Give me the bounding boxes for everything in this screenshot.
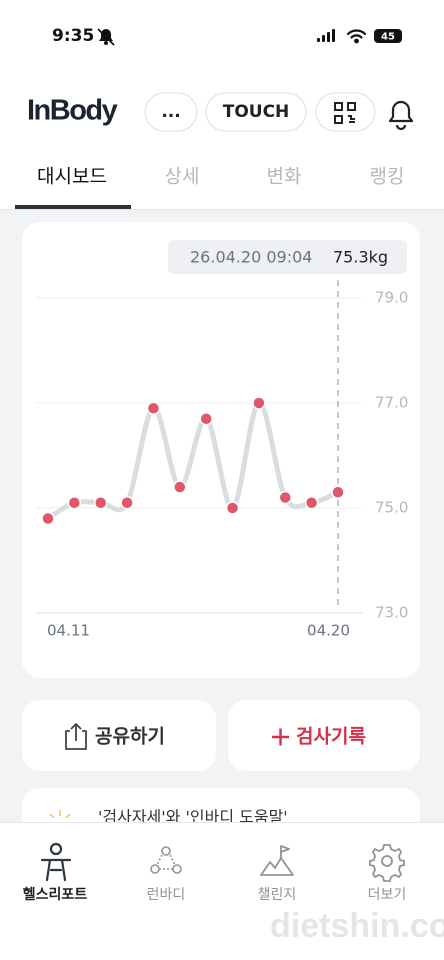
share-label: 공유하기 [95,726,165,748]
challenge-icon [260,845,294,876]
y-tick-label: 79.0 [375,289,408,307]
tab[interactable]: 상세 [165,166,200,188]
watermark: dietshin.com [270,907,444,945]
nav-label[interactable]: 헬스리포트 [23,886,88,903]
more-button[interactable] [144,92,198,132]
tooltip-value: 75.3kg [333,248,388,267]
signal-icon [317,29,335,42]
data-point [331,485,345,499]
data-point [173,480,187,494]
mute-icon [97,28,115,46]
y-tick-label: 77.0 [375,394,408,412]
tooltip-date: 26.04.20 09:04 [190,248,312,267]
y-tick-label: 73.0 [375,604,408,622]
data-point [225,501,240,515]
more-icon [369,844,405,882]
touch-button[interactable] [205,92,307,132]
wifi-icon [346,29,367,44]
qr-icon [334,102,356,124]
data-point [93,496,108,510]
nav-label[interactable]: 챌린지 [258,887,297,903]
tip-text: '검사자세'와 '인바디 도움말' [98,808,288,827]
data-point [199,412,213,426]
tooltip [168,240,407,274]
tab[interactable]: 랭킹 [370,166,405,188]
health-report-icon [40,842,72,882]
qr-button[interactable] [315,92,376,132]
record-label: 검사기록 [296,726,366,748]
x-tick-label: 04.20 [307,622,350,640]
logo: InBody [27,95,118,127]
data-point [252,396,266,410]
touch-button-label: TOUCH [223,102,290,122]
plot: 73.0 75.0 77.0 79.0 04.11 04.20 [36,280,408,640]
runbody-icon [150,846,182,874]
data-point [120,496,134,510]
nav-label[interactable]: 런바디 [147,887,186,903]
record-button[interactable] [228,700,420,771]
data-point [304,496,319,510]
y-tick-label: 75.0 [375,499,408,517]
tip-icon [49,810,71,819]
bottom-nav [0,822,444,960]
chart-card [22,222,420,678]
tab[interactable]: 대시보드 [37,166,107,188]
data-point [41,511,55,526]
plus-icon [272,728,289,746]
battery-level: 45 [381,32,395,43]
status-time: 9:35 [52,26,94,46]
notification-button[interactable] [388,100,414,131]
data-point [278,490,293,505]
share-button[interactable] [22,700,216,771]
data-point [67,496,82,510]
tab[interactable]: 변화 [267,166,302,188]
nav-label[interactable]: 더보기 [368,887,407,903]
battery-icon [374,29,402,43]
data-point [146,401,161,415]
share-icon [65,723,87,750]
x-tick-label: 04.11 [47,622,90,640]
tab-indicator [15,205,131,209]
more-button-label: ... [161,102,180,122]
